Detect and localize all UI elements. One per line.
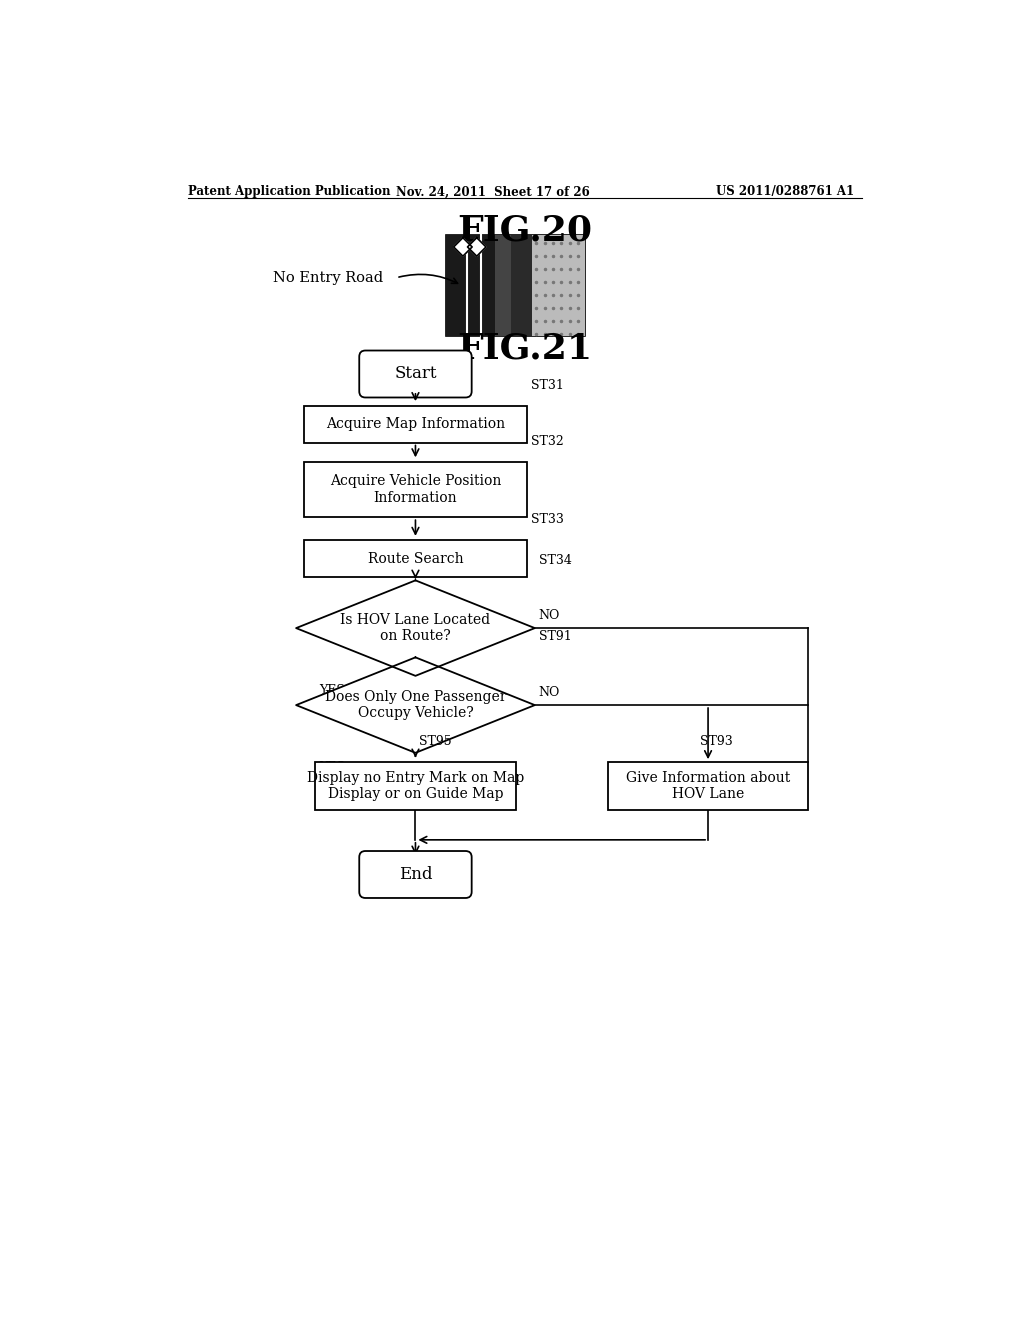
Text: Nov. 24, 2011  Sheet 17 of 26: Nov. 24, 2011 Sheet 17 of 26 <box>395 185 590 198</box>
Text: ST91: ST91 <box>539 631 571 644</box>
Polygon shape <box>468 238 486 256</box>
Text: ST93: ST93 <box>700 735 733 748</box>
FancyBboxPatch shape <box>511 235 532 335</box>
Text: Acquire Map Information: Acquire Map Information <box>326 417 505 432</box>
FancyBboxPatch shape <box>304 462 527 517</box>
Text: US 2011/0288761 A1: US 2011/0288761 A1 <box>716 185 854 198</box>
Text: YES: YES <box>319 760 345 774</box>
Text: ST33: ST33 <box>531 513 564 527</box>
Text: Start: Start <box>394 366 436 383</box>
Text: NO: NO <box>539 686 560 700</box>
FancyBboxPatch shape <box>495 235 511 335</box>
Text: End: End <box>398 866 432 883</box>
Text: FIG.21: FIG.21 <box>458 331 592 366</box>
Text: Display no Entry Mark on Map
Display or on Guide Map: Display no Entry Mark on Map Display or … <box>307 771 524 801</box>
Text: YES: YES <box>319 684 345 697</box>
Text: ST34: ST34 <box>539 553 571 566</box>
Text: Patent Application Publication: Patent Application Publication <box>188 185 391 198</box>
Text: Is HOV Lane Located
on Route?: Is HOV Lane Located on Route? <box>340 612 490 643</box>
FancyBboxPatch shape <box>532 235 585 335</box>
FancyBboxPatch shape <box>608 762 808 810</box>
FancyBboxPatch shape <box>304 405 527 442</box>
Text: ST32: ST32 <box>531 434 563 447</box>
FancyBboxPatch shape <box>446 235 585 335</box>
FancyBboxPatch shape <box>359 351 472 397</box>
FancyBboxPatch shape <box>359 851 472 898</box>
Text: ST31: ST31 <box>531 379 564 392</box>
FancyBboxPatch shape <box>304 540 527 577</box>
FancyBboxPatch shape <box>315 762 515 810</box>
Polygon shape <box>454 238 472 256</box>
Text: Acquire Vehicle Position
Information: Acquire Vehicle Position Information <box>330 474 501 504</box>
Polygon shape <box>296 581 535 676</box>
Text: Does Only One Passenger
Occupy Vehicle?: Does Only One Passenger Occupy Vehicle? <box>325 690 506 721</box>
Text: NO: NO <box>539 609 560 622</box>
Text: FIG.20: FIG.20 <box>458 214 592 248</box>
Text: Route Search: Route Search <box>368 552 463 566</box>
Text: No Entry Road: No Entry Road <box>273 271 383 285</box>
FancyBboxPatch shape <box>446 235 495 335</box>
Text: ST95: ST95 <box>419 735 452 748</box>
Polygon shape <box>296 657 535 752</box>
Text: Give Information about
HOV Lane: Give Information about HOV Lane <box>626 771 791 801</box>
